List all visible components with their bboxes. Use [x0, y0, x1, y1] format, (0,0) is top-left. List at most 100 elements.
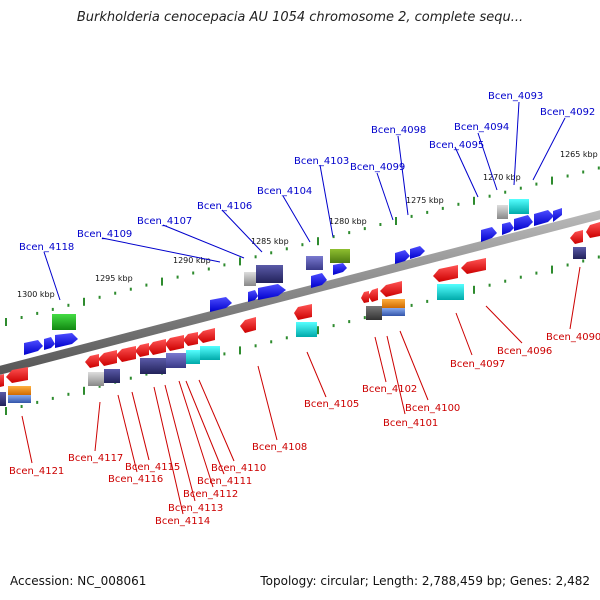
gene-label: Bcen_4114: [155, 516, 210, 527]
gene-label: Bcen_4104: [257, 186, 312, 197]
forward-leader-lines: [43, 101, 566, 301]
minor-tick: [363, 316, 366, 320]
gene-reverse-arrow: [586, 222, 600, 238]
gene-cyan-box: [509, 199, 529, 214]
gene-label: Bcen_4112: [183, 489, 238, 500]
gene-forward-arrow: [534, 210, 554, 226]
gene-label: Bcen_4121: [9, 466, 64, 477]
gene-reverse-arrow: [380, 281, 402, 297]
gene-forward-arrow: [333, 263, 347, 275]
minor-tick: [223, 352, 226, 356]
chromosome-backbone: [0, 210, 600, 375]
reverse-genes: [0, 222, 600, 406]
minor-tick: [67, 303, 70, 307]
minor-tick: [597, 255, 600, 259]
gene-forward-arrow: [553, 208, 562, 222]
minor-tick: [566, 174, 569, 178]
gene-steel-box: [382, 308, 405, 316]
gene-reverse-arrow: [461, 258, 486, 274]
gene-label: Bcen_4111: [197, 476, 252, 487]
minor-tick: [363, 227, 366, 231]
minor-tick: [254, 255, 257, 259]
minor-tick: [207, 267, 210, 271]
gene-label: Bcen_4118: [19, 242, 74, 253]
gene-forward-arrow: [258, 284, 286, 300]
major-tick: [161, 277, 163, 286]
major-tick: [473, 196, 475, 205]
gene-label: Bcen_4092: [540, 107, 595, 118]
scale-label-1290: 1290 kbp: [173, 256, 211, 265]
gene-purple-box: [166, 353, 186, 368]
scale-label-1270: 1270 kbp: [483, 173, 521, 182]
major-tick: [395, 217, 397, 225]
gene-label: Bcen_4093: [488, 91, 543, 102]
gene-label: Bcen_4098: [371, 125, 426, 136]
minor-tick: [332, 235, 335, 239]
minor-tick: [114, 291, 117, 295]
minor-tick: [98, 384, 101, 388]
minor-tick: [519, 275, 522, 279]
major-tick: [551, 265, 553, 274]
gene-reverse-arrow: [570, 230, 583, 244]
minor-tick: [504, 279, 507, 283]
major-tick: [551, 176, 553, 185]
minor-tick: [67, 392, 70, 396]
minor-tick: [426, 299, 429, 303]
reverse-gene-labels: Bcen_4090 Bcen_4096 Bcen_4097 Bcen_4100 …: [9, 332, 600, 527]
scale-label-1295: 1295 kbp: [95, 274, 133, 283]
minor-tick: [254, 344, 257, 348]
minor-tick: [348, 320, 351, 324]
gene-reverse-arrow: [361, 291, 369, 303]
minor-tick: [332, 324, 335, 328]
scale-label-1265: 1265 kbp: [560, 150, 598, 159]
gene-label: Bcen_4103: [294, 156, 349, 167]
minor-tick: [301, 243, 304, 247]
gene-green-box: [52, 314, 76, 330]
gene-orange-box: [8, 386, 31, 395]
gene-reverse-arrow: [197, 328, 215, 343]
forward-gene-labels: Bcen_4093 Bcen_4092 Bcen_4094 Bcen_4098 …: [19, 91, 595, 253]
gene-label: Bcen_4107: [137, 216, 192, 227]
gene-label: Bcen_4102: [362, 384, 417, 395]
minor-tick: [176, 275, 179, 279]
gene-reverse-arrow: [6, 367, 28, 383]
gene-cyan-box: [296, 322, 317, 337]
gene-forward-arrow: [24, 340, 43, 355]
gene-label: Bcen_4099: [350, 162, 405, 173]
minor-tick: [129, 376, 132, 380]
gene-navy-box: [256, 265, 283, 283]
gene-reverse-arrow: [135, 343, 149, 357]
scale-ticks-upper: [5, 166, 600, 326]
major-tick: [473, 285, 475, 294]
gene-label: Bcen_4110: [211, 463, 266, 474]
minor-tick: [535, 182, 538, 186]
reverse-leader-lines: [21, 266, 581, 515]
gene-gray-box: [88, 372, 104, 386]
gene-label: Bcen_4095: [429, 140, 484, 151]
gene-reverse-arrow: [116, 346, 136, 362]
gene-reverse-arrow: [148, 339, 166, 355]
gene-forward-arrow: [311, 273, 327, 288]
gene-label: Bcen_4105: [304, 399, 359, 410]
minor-tick: [145, 372, 148, 376]
map-title: Burkholderia cenocepacia AU 1054 chromos…: [76, 10, 524, 25]
minor-tick: [129, 287, 132, 291]
gene-reverse-arrow: [183, 332, 198, 346]
minor-tick: [270, 251, 273, 255]
minor-tick: [51, 396, 54, 400]
gene-forward-arrow: [55, 333, 78, 348]
gene-forward-arrow: [248, 290, 258, 302]
minor-tick: [192, 271, 195, 275]
minor-tick: [566, 263, 569, 267]
minor-tick: [535, 271, 538, 275]
gene-cyan-box: [200, 346, 220, 360]
gene-cyan-box: [186, 350, 200, 364]
minor-tick: [36, 400, 39, 404]
gene-reverse-arrow: [368, 288, 378, 302]
gene-forward-arrow: [502, 222, 514, 235]
minor-tick: [223, 263, 226, 267]
minor-tick: [488, 283, 491, 287]
gene-reverse-arrow: [85, 354, 99, 368]
gene-reverse-arrow: [240, 317, 256, 333]
gene-forward-arrow: [210, 297, 232, 312]
